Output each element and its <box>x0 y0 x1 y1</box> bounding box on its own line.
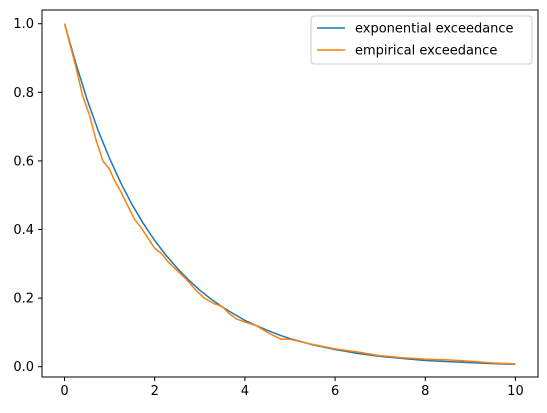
series-lines <box>63 23 516 366</box>
legend-label: empirical exceedance <box>355 44 497 59</box>
x-tick-label: 10 <box>507 384 524 399</box>
series-line-exponential <box>63 23 516 366</box>
y-tick-label: 0.2 <box>13 292 34 307</box>
legend-label: exponential exceedance <box>355 22 514 37</box>
x-tick-label: 2 <box>151 384 159 399</box>
y-tick-label: 0.4 <box>13 223 34 238</box>
x-tick-label: 4 <box>241 384 249 399</box>
x-axis-ticks: 0 2 4 6 8 10 <box>60 377 524 399</box>
legend-box <box>310 15 533 65</box>
series-line-empirical <box>63 23 516 365</box>
y-axis-ticks: 0.0 0.2 0.4 0.6 0.8 1.0 <box>13 17 42 375</box>
x-tick-label: 6 <box>331 384 339 399</box>
y-tick-label: 1.0 <box>13 17 34 32</box>
y-tick-label: 0.6 <box>13 154 34 169</box>
x-tick-label: 0 <box>60 384 68 399</box>
x-tick-label: 8 <box>421 384 429 399</box>
y-tick-label: 0.8 <box>13 86 34 101</box>
y-tick-label: 0.0 <box>13 360 34 375</box>
plot-frame <box>41 9 539 378</box>
legend: exponential exceedance empirical exceedan… <box>310 15 533 65</box>
